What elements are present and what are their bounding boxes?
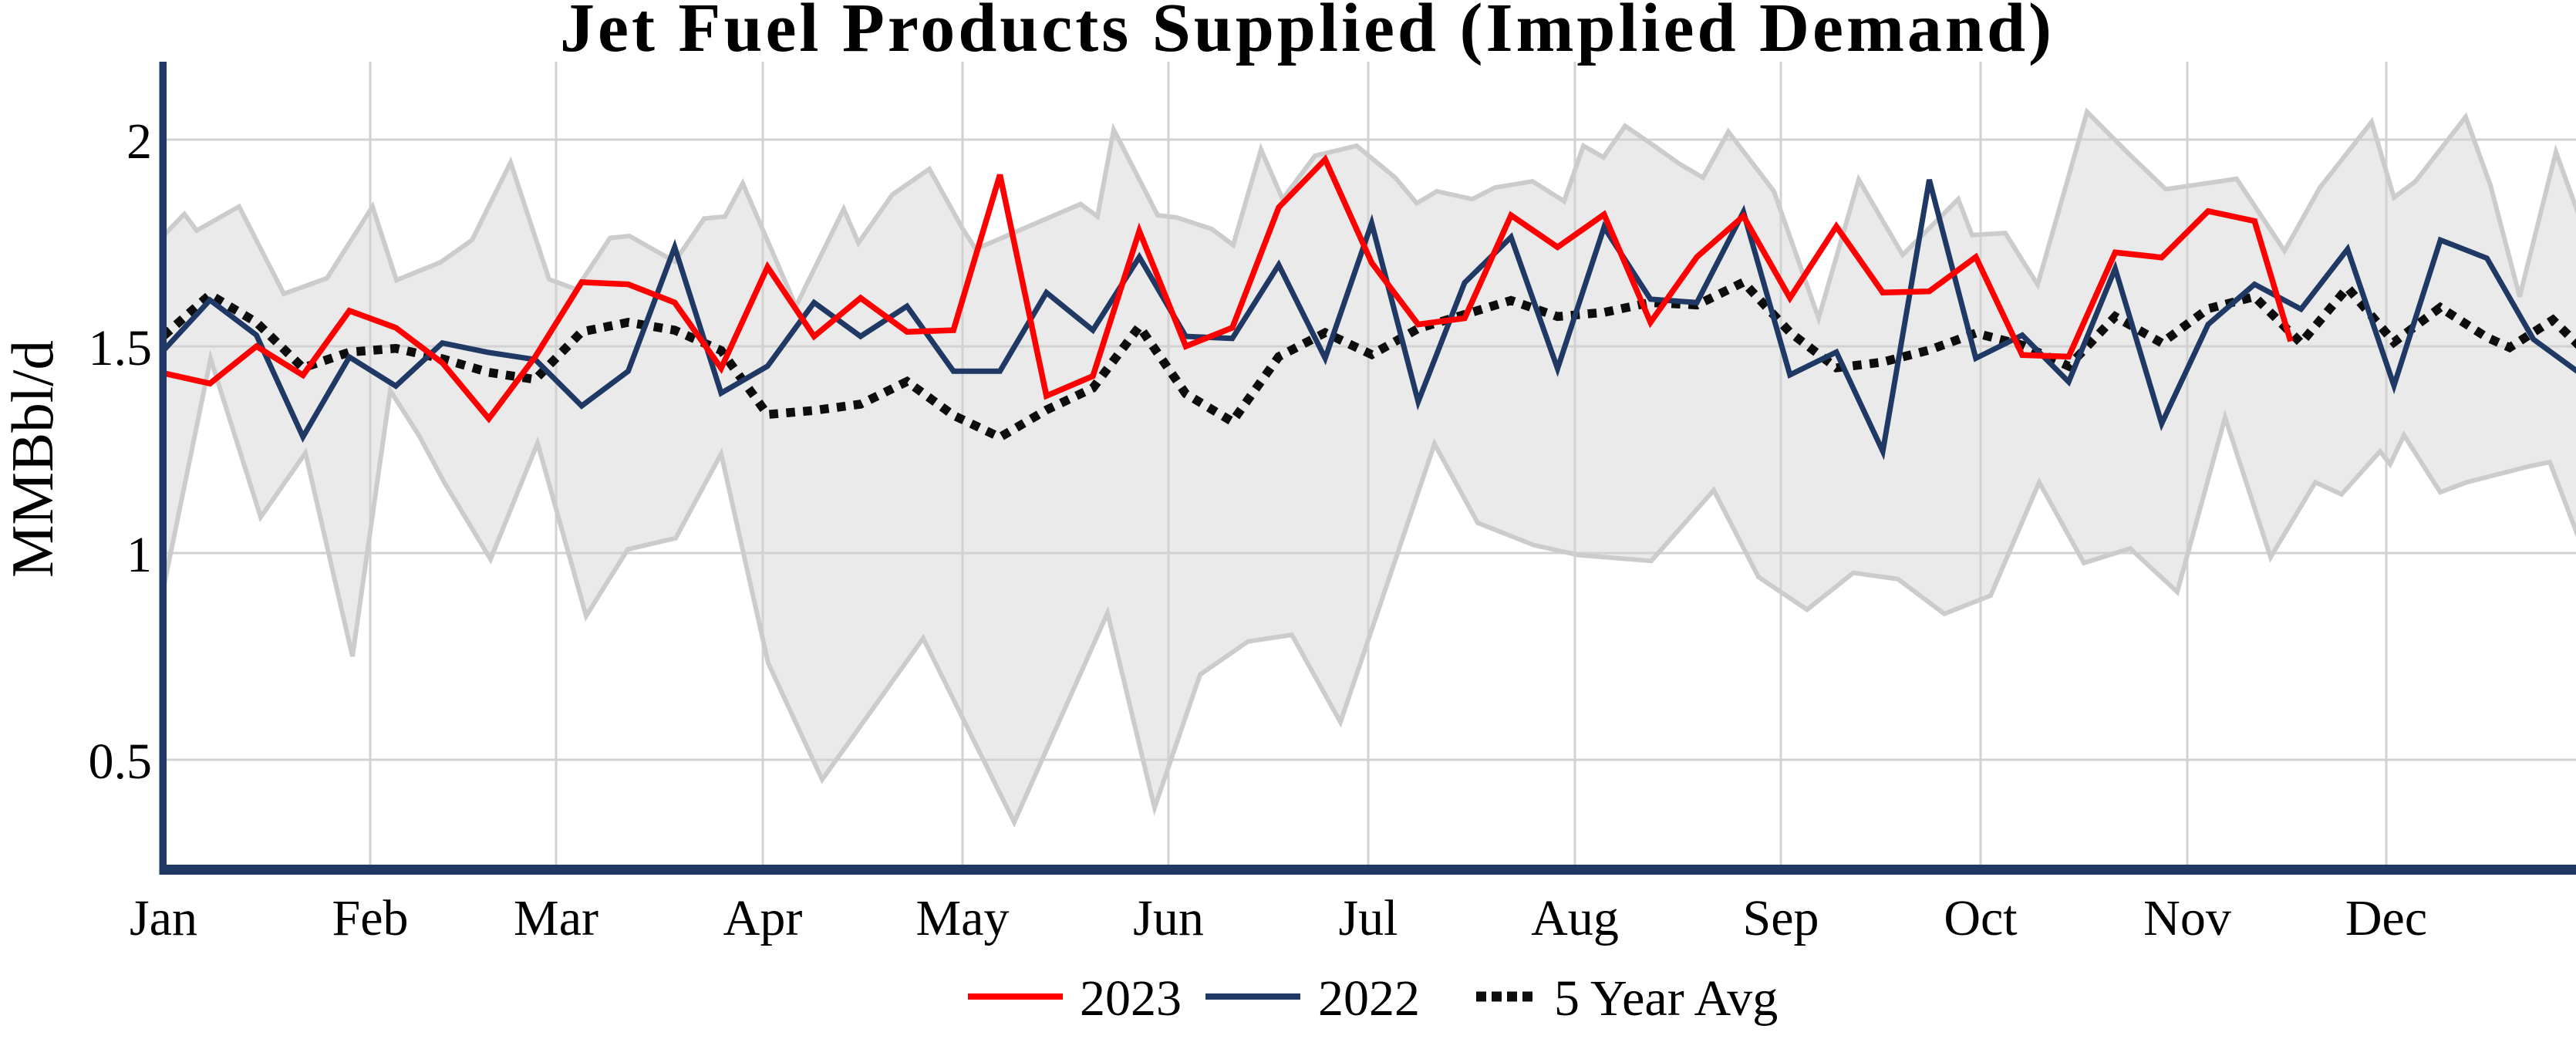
svg-text:0.5: 0.5 bbox=[89, 734, 153, 790]
svg-text:1.5: 1.5 bbox=[89, 320, 153, 376]
svg-text:Nov: Nov bbox=[2143, 890, 2231, 946]
svg-text:Aug: Aug bbox=[1531, 890, 1619, 946]
svg-text:2023: 2023 bbox=[1080, 970, 1182, 1027]
svg-text:2022: 2022 bbox=[1318, 970, 1420, 1027]
svg-text:Oct: Oct bbox=[1944, 890, 2017, 946]
svg-text:MMBbl/d: MMBbl/d bbox=[0, 340, 66, 578]
svg-text:Sep: Sep bbox=[1743, 890, 1819, 946]
svg-text:Jun: Jun bbox=[1133, 890, 1204, 946]
svg-text:Dec: Dec bbox=[2345, 890, 2427, 946]
svg-text:2: 2 bbox=[126, 113, 152, 170]
svg-text:May: May bbox=[916, 890, 1010, 946]
svg-text:Jan: Jan bbox=[130, 890, 197, 946]
svg-text:Jet Fuel Products Supplied (Im: Jet Fuel Products Supplied (Implied Dema… bbox=[560, 0, 2055, 66]
svg-text:Feb: Feb bbox=[332, 890, 409, 946]
svg-text:Mar: Mar bbox=[514, 890, 598, 946]
svg-text:1: 1 bbox=[126, 527, 152, 583]
svg-text:Apr: Apr bbox=[723, 890, 803, 946]
svg-text:Jul: Jul bbox=[1338, 890, 1398, 946]
svg-text:5 Year Avg: 5 Year Avg bbox=[1554, 970, 1778, 1027]
